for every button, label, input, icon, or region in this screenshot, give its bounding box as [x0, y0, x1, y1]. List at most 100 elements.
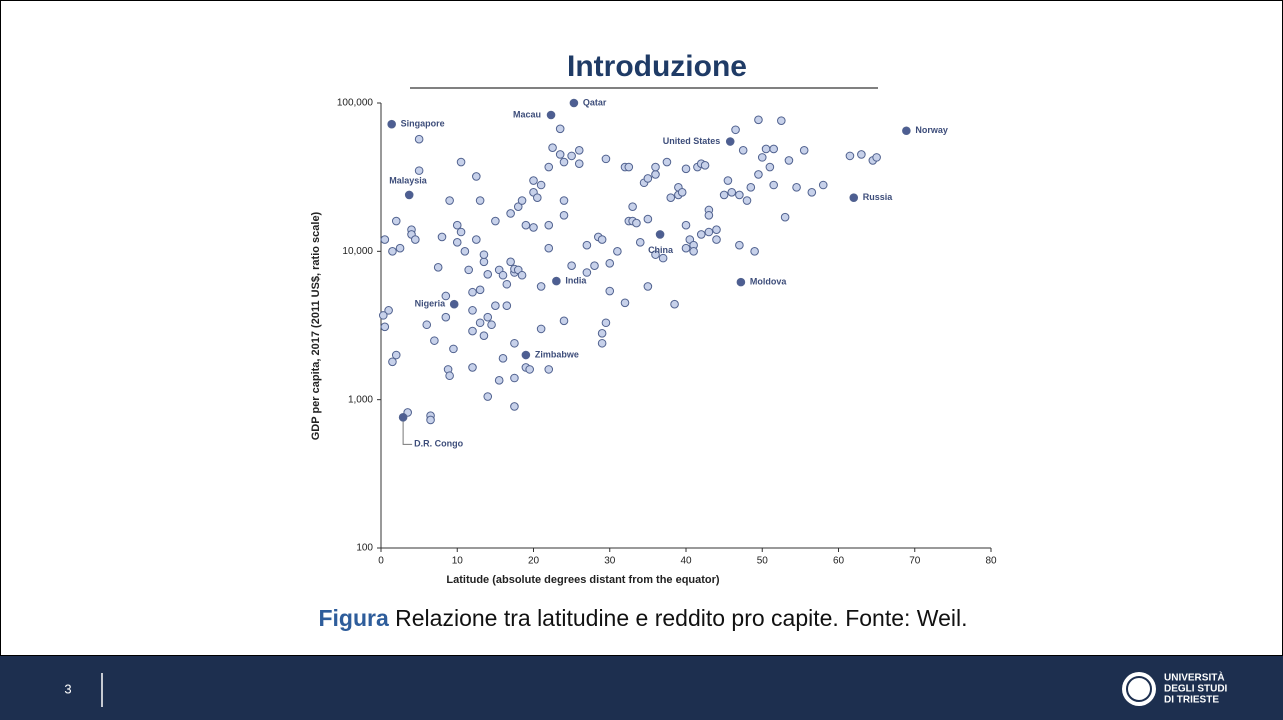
point-label: Moldova	[750, 277, 787, 287]
scatter-point	[735, 190, 744, 200]
scatter-point	[544, 162, 554, 172]
scatter-point	[605, 286, 615, 296]
scatter-point	[700, 161, 710, 170]
scatter-point	[475, 285, 485, 295]
scatter-point	[441, 291, 451, 301]
scatter-point	[536, 180, 546, 190]
scatter-point	[502, 301, 512, 311]
point-label: Singapore	[401, 119, 445, 129]
scatter-point	[590, 261, 599, 271]
scatter-point	[735, 240, 744, 250]
x-tick-label: 70	[909, 556, 921, 567]
scatter-point	[574, 159, 584, 168]
scatter-point	[395, 243, 405, 253]
scatter-point	[460, 247, 470, 256]
scatter-point	[513, 202, 523, 211]
scatter-point	[475, 196, 485, 205]
scatter-point	[483, 312, 493, 322]
scatter-point	[597, 329, 607, 338]
scatter-point	[510, 338, 519, 348]
scatter-point	[517, 196, 527, 205]
scatter-point	[452, 220, 462, 230]
scatter-point	[445, 196, 454, 205]
scatter-point	[757, 153, 767, 162]
scatter-point	[777, 116, 786, 125]
y-axis-label: GDP per capita, 2017 (2011 US$, ratio sc…	[310, 211, 322, 440]
scatter-point	[567, 151, 576, 161]
scatter-point	[479, 331, 489, 340]
scatter-point	[433, 263, 443, 272]
scatter-point	[761, 144, 771, 154]
scatter-point	[704, 210, 714, 220]
caption-text: Relazione tra latitudine e reddito pro c…	[389, 605, 968, 631]
scatter-point	[704, 227, 714, 237]
scatter-point	[544, 365, 554, 374]
scatter-point	[780, 212, 790, 222]
scatter-point	[487, 320, 496, 330]
scatter-point	[769, 180, 778, 190]
scatter-point	[510, 373, 519, 383]
scatter-point	[411, 235, 420, 244]
x-tick-label: 40	[680, 556, 692, 567]
scatter-point	[574, 145, 584, 155]
scatter-point	[666, 193, 676, 202]
x-tick-label: 10	[452, 556, 464, 567]
scatter-point	[506, 209, 515, 218]
logo-line: DEGLI STUDI	[1164, 684, 1228, 695]
x-tick-label: 20	[528, 556, 540, 567]
scatter-point	[472, 172, 481, 181]
scatter-point	[632, 218, 641, 228]
scatter-point	[529, 176, 538, 185]
scatter-point	[601, 318, 611, 328]
scatter-point	[483, 392, 493, 401]
scatter-point	[548, 143, 557, 152]
scatter-point	[628, 202, 637, 211]
scatter-point	[792, 183, 801, 192]
scatter-point	[502, 279, 512, 289]
scatter-point	[681, 243, 691, 253]
scatter-point	[380, 235, 390, 244]
scatter-point	[559, 157, 569, 167]
scatter-point	[449, 344, 458, 354]
scatter-point	[597, 235, 607, 244]
caption-bold: Figura	[318, 605, 388, 631]
scatter-point	[430, 336, 439, 345]
scatter-point	[662, 157, 672, 167]
scatter-point	[517, 270, 527, 280]
scatter-point	[452, 238, 462, 247]
slide-title: Introduzione	[567, 50, 747, 83]
highlight-point	[449, 299, 459, 309]
point-label: Norway	[915, 125, 948, 135]
x-tick-label: 30	[604, 556, 616, 567]
highlight-point	[387, 119, 396, 129]
scatter-point	[582, 240, 592, 250]
point-label: Qatar	[583, 97, 607, 107]
point-label: Macau	[513, 109, 541, 119]
scatter-point	[491, 216, 500, 226]
scatter-point	[818, 180, 828, 190]
scatter-point	[857, 150, 866, 159]
scatter-point	[441, 312, 451, 322]
logo-seal-inner	[1126, 676, 1152, 702]
highlight-point	[404, 190, 414, 200]
point-label: Zimbabwe	[535, 349, 579, 359]
logo-line: DI TRIESTE	[1164, 695, 1219, 706]
scatter-point	[559, 316, 569, 326]
y-tick-label: 10,000	[342, 246, 373, 257]
scatter-point	[475, 318, 485, 328]
scatter-point	[727, 188, 737, 197]
scatter-point	[472, 235, 481, 244]
page-number: 3	[64, 681, 71, 696]
scatter-point	[483, 270, 493, 279]
scatter-point	[605, 259, 615, 268]
scatter-point	[746, 183, 756, 192]
x-tick-label: 60	[833, 556, 845, 567]
scatter-point	[601, 154, 611, 164]
scatter-point	[456, 227, 466, 237]
scatter-point	[784, 156, 794, 165]
scatter-point	[384, 306, 393, 315]
scatter-point	[624, 162, 634, 172]
scatter-point	[555, 124, 565, 134]
leader-line	[402, 421, 413, 445]
